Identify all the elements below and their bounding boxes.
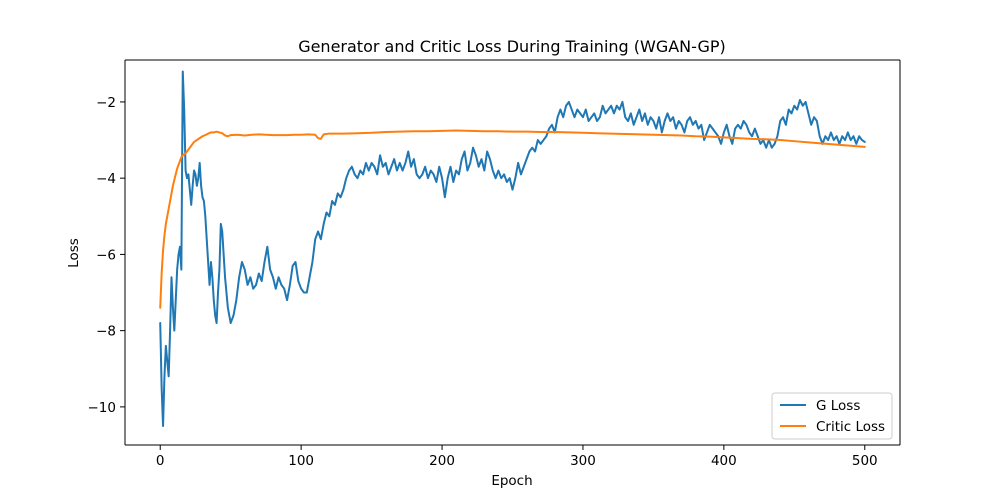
legend: G Loss Critic Loss (771, 392, 893, 440)
x-tick-label: 300 (570, 453, 596, 469)
y-tick-label: −4 (96, 171, 116, 187)
x-tick-label: 0 (156, 453, 165, 469)
x-tick-label: 200 (429, 453, 455, 469)
y-tick-label: −10 (88, 400, 117, 416)
y-axis-label: Loss (66, 238, 82, 268)
series-line-g-loss (159, 70, 866, 427)
chart-title: Generator and Critic Loss During Trainin… (298, 37, 726, 56)
legend-label-critic-loss: Critic Loss (816, 419, 885, 435)
y-tick-label: −2 (96, 95, 116, 111)
x-axis-label: Epoch (491, 473, 532, 489)
plot-area (124, 59, 901, 446)
x-tick-label: 100 (288, 453, 314, 469)
legend-label-g-loss: G Loss (816, 398, 860, 414)
series-layer (159, 70, 866, 427)
axes-frame (124, 59, 901, 446)
plot-background (125, 60, 900, 445)
x-axis-ticks: 0 100 200 300 400 500 (156, 445, 878, 469)
y-axis-ticks: −10 −8 −6 −4 −2 (88, 95, 125, 416)
y-tick-label: −8 (96, 324, 116, 340)
x-tick-label: 500 (852, 453, 878, 469)
y-tick-label: −6 (96, 247, 116, 263)
x-tick-label: 400 (711, 453, 737, 469)
series-line-critic-loss (159, 129, 866, 309)
